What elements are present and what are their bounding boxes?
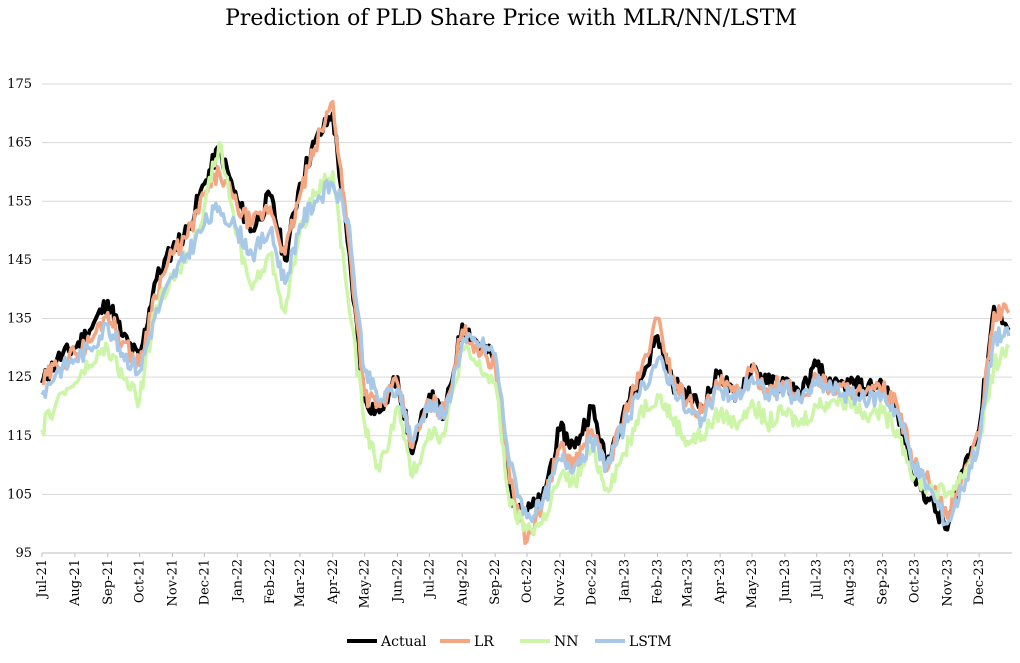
legend-label-lstm: LSTM [629, 634, 672, 650]
chart-title: Prediction of PLD Share Price with MLR/N… [225, 6, 797, 31]
y-tick-label: 135 [7, 312, 32, 327]
axes: 95 105 115 125 135 145 155 165 175 Jul-21 Aug-21 Se… [7, 77, 1012, 608]
y-tick-label: 145 [7, 253, 32, 268]
x-tick-label: Oct-21 [133, 559, 148, 603]
x-tick-label: Feb-23 [651, 559, 666, 604]
x-tick-label: Dec-22 [585, 559, 600, 605]
y-tick-label: 115 [7, 429, 32, 444]
legend-label-nn: NN [554, 634, 579, 650]
series-line-lstm [40, 178, 1011, 527]
x-tick-label: Jul-21 [35, 559, 50, 600]
x-tick-label: May-22 [358, 559, 373, 608]
x-tick-label: Mar-23 [680, 559, 695, 607]
series-line-nn [40, 140, 1011, 536]
x-tick-label: Aug-21 [68, 559, 83, 607]
y-tick-label: 95 [15, 546, 32, 561]
x-tick-label: Sep-23 [876, 559, 891, 605]
x-tick-label: Apr-23 [713, 559, 728, 605]
x-tick-label: Jul-22 [422, 559, 437, 600]
x-tick-label: Jun-22 [391, 559, 406, 604]
x-tick-label: Nov-21 [166, 559, 181, 606]
series-lines [40, 99, 1011, 546]
x-tick-label: May-23 [745, 559, 760, 608]
x-tick-label: Jun-23 [778, 559, 793, 604]
x-tick-label: Feb-22 [263, 559, 278, 604]
legend-label-actual: Actual [380, 634, 427, 650]
x-tick-label: Jan-23 [618, 559, 633, 603]
x-tick-label: Jul-23 [810, 559, 825, 600]
series-line-lr [41, 99, 1011, 546]
legend: Actual LR NN LSTM [347, 634, 672, 650]
x-tick-label: Sep-21 [101, 559, 116, 605]
legend-label-lr: LR [474, 634, 494, 650]
x-tick-label: Nov-22 [553, 559, 568, 606]
x-tick-label: Apr-22 [326, 559, 341, 605]
x-tick-label: Dec-21 [197, 559, 212, 605]
x-tick-label: Aug-22 [455, 559, 470, 607]
x-tick-label: Dec-23 [972, 559, 987, 605]
y-tick-label: 165 [7, 136, 32, 151]
x-tick-label: Jan-22 [230, 559, 245, 603]
y-tick-label: 125 [7, 370, 32, 385]
x-tick-label: Oct-23 [907, 559, 922, 603]
gridlines [42, 83, 1012, 495]
x-tick-label: Nov-23 [940, 559, 955, 606]
x-tick-label: Sep-22 [488, 559, 503, 605]
x-tick-label: Oct-22 [520, 559, 535, 603]
y-tick-label: 155 [7, 194, 32, 209]
x-tick-label: Mar-22 [293, 559, 308, 607]
y-tick-label: 175 [7, 77, 32, 92]
series-line-actual [40, 111, 1011, 532]
y-tick-label: 105 [7, 487, 32, 502]
x-tick-label: Aug-23 [843, 559, 858, 607]
